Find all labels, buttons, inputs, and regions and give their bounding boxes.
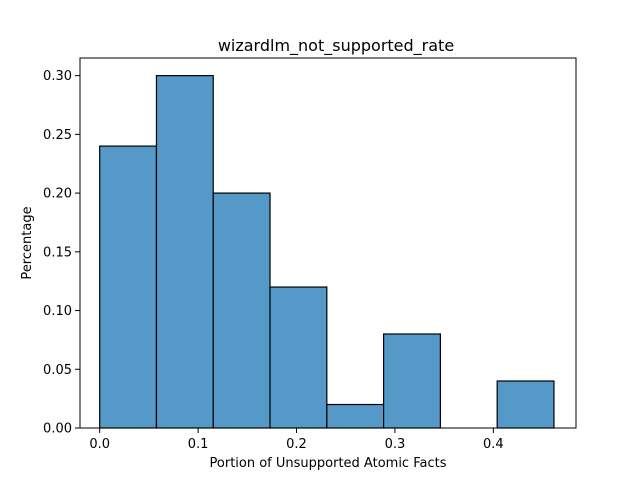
y-axis-label: Percentage	[20, 206, 35, 279]
x-axis-ticks: 0.0 0.1 0.2 0.3 0.4	[89, 428, 504, 452]
y-tick-label: 0.15	[43, 245, 72, 260]
x-axis-label: Portion of Unsupported Atomic Facts	[210, 456, 447, 471]
histogram-bar-5	[383, 333, 441, 429]
chart-title: wizardlm_not_supported_rate	[218, 36, 454, 56]
histogram-bar-4	[326, 403, 385, 429]
histogram-bar-7	[496, 380, 555, 429]
y-tick-label: 0.25	[43, 128, 72, 143]
histogram-bar-1	[155, 75, 214, 429]
plot-frame	[79, 57, 577, 429]
y-tick-label: 0.20	[43, 187, 72, 202]
y-axis-ticks: 0.00 0.05 0.10 0.15 0.20 0.25 0.30	[43, 69, 80, 437]
histogram-bar-3	[269, 286, 328, 429]
y-tick-label: 0.05	[43, 363, 72, 378]
y-tick-label: 0.10	[43, 304, 72, 319]
bars-group	[99, 75, 555, 429]
x-tick-label: 0.4	[483, 437, 504, 452]
x-tick-label: 0.3	[385, 437, 406, 452]
x-tick-label: 0.0	[89, 437, 110, 452]
histogram-bar-2	[212, 192, 271, 429]
histogram-bar-0	[99, 145, 158, 429]
x-tick-label: 0.1	[188, 437, 209, 452]
y-tick-label: 0.30	[43, 69, 72, 84]
y-tick-label: 0.00	[43, 422, 72, 437]
x-tick-label: 0.2	[286, 437, 307, 452]
